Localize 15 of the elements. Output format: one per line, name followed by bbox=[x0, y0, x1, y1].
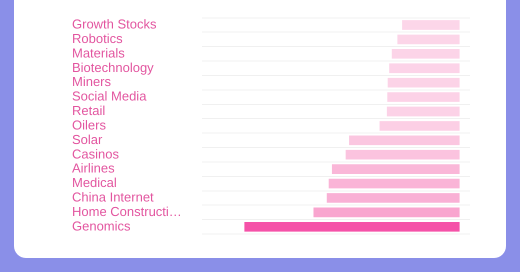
y-tick-label: Social Media bbox=[72, 88, 148, 104]
y-tick-label: Solar bbox=[72, 132, 104, 147]
y-tick-label: China Internet bbox=[72, 190, 154, 205]
y-tick-label: Genomics bbox=[72, 218, 132, 234]
y-tick-label: Growth Stocks bbox=[72, 16, 158, 32]
y-tick-label: Robotics bbox=[72, 31, 124, 46]
y-tick-label: Biotechnology bbox=[72, 60, 154, 75]
y-tick-label: Retail bbox=[72, 103, 106, 118]
y-tick-label: Miners bbox=[72, 74, 112, 90]
y-tick-label: Oilers bbox=[72, 117, 106, 132]
y-tick-label: Medical bbox=[72, 175, 117, 190]
y-tick-label: Home Constructi… bbox=[72, 204, 182, 219]
y-tick-label: Materials bbox=[72, 45, 126, 60]
y-tick-label: Airlines bbox=[72, 160, 116, 176]
y-tick-label: Casinos bbox=[72, 146, 120, 162]
